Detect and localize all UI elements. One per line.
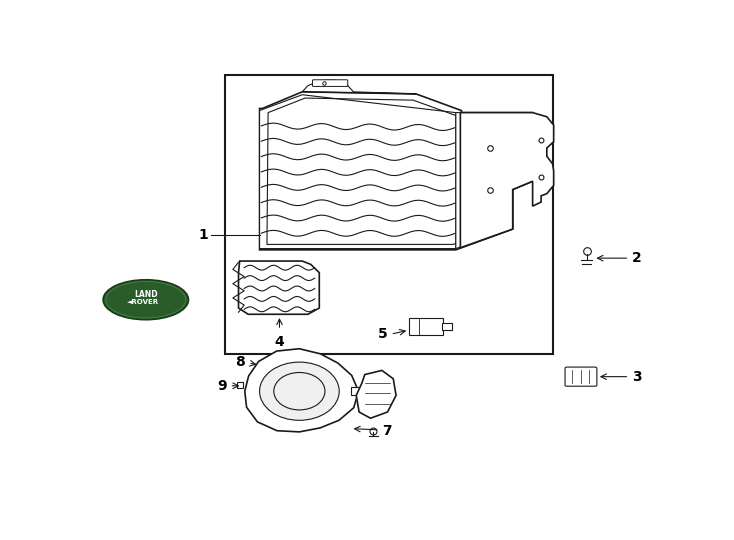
FancyBboxPatch shape (313, 80, 348, 86)
Bar (442, 323, 452, 330)
Circle shape (260, 362, 339, 420)
Polygon shape (351, 387, 362, 395)
Polygon shape (260, 92, 533, 250)
Text: 1: 1 (199, 228, 208, 242)
Text: 8: 8 (236, 355, 245, 369)
Text: 3: 3 (632, 370, 642, 383)
Text: 7: 7 (382, 424, 391, 438)
Polygon shape (244, 349, 358, 432)
FancyBboxPatch shape (565, 367, 597, 386)
Polygon shape (356, 370, 396, 418)
Polygon shape (460, 113, 553, 248)
FancyBboxPatch shape (409, 318, 443, 335)
Text: LAND: LAND (134, 290, 158, 299)
Text: 10: 10 (104, 293, 123, 307)
Text: 6: 6 (368, 401, 378, 414)
Text: 9: 9 (217, 379, 227, 393)
Ellipse shape (103, 280, 189, 320)
Bar (225, 75, 553, 354)
Text: 2: 2 (632, 251, 642, 265)
Polygon shape (260, 94, 456, 248)
Text: ◄ROVER: ◄ROVER (127, 299, 159, 305)
Polygon shape (239, 261, 319, 314)
Polygon shape (456, 113, 533, 248)
Text: 4: 4 (275, 335, 284, 349)
Text: 5: 5 (378, 327, 388, 341)
